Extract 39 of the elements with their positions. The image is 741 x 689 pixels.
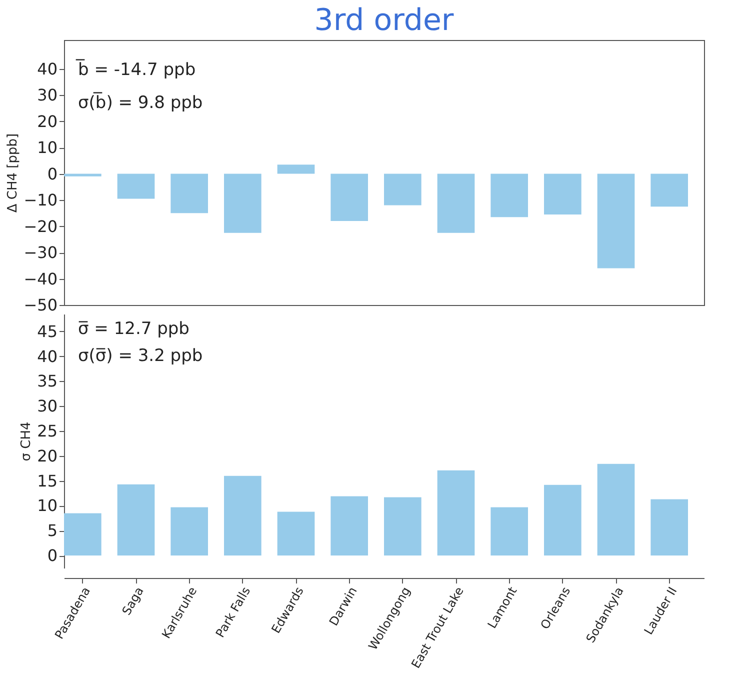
annotation: σ(σ̅) = 3.2 ppb — [78, 346, 203, 366]
y-tick-label: 30 — [37, 396, 58, 416]
bar — [384, 497, 422, 556]
y-axis-title: Δ CH4 [ppb] — [6, 133, 21, 213]
y-tick-label: 0 — [47, 546, 58, 566]
y-tick-label: 35 — [37, 372, 58, 391]
bar — [170, 507, 208, 556]
y-tick-label: 30 — [37, 86, 58, 105]
bar — [437, 470, 475, 556]
y-tick-label: 10 — [37, 138, 58, 158]
bar — [330, 496, 368, 556]
y-tick-label: 20 — [37, 446, 58, 466]
y-tick-label: −30 — [24, 243, 58, 262]
y-tick-label: 25 — [37, 422, 58, 441]
bar — [544, 484, 582, 556]
annotation: b̅ = -14.7 ppb — [76, 58, 196, 80]
bar — [650, 499, 688, 556]
y-tick-label: 20 — [37, 112, 58, 131]
annotation: σ(b̅) = 9.8 ppb — [78, 92, 203, 113]
y-tick-label: −10 — [24, 190, 58, 210]
annotation: σ̅ = 12.7 ppb — [78, 319, 190, 339]
y-tick-label: −40 — [24, 269, 58, 288]
y-tick-label: 40 — [37, 59, 58, 78]
y-tick-label: 15 — [37, 471, 58, 490]
bar — [117, 484, 155, 556]
y-tick-label: 5 — [47, 521, 58, 540]
chart-title: 3rd order — [314, 3, 454, 38]
bar — [277, 512, 315, 556]
bar — [224, 476, 262, 556]
y-tick-label: −50 — [24, 296, 58, 314]
y-tick-label: 10 — [37, 496, 58, 516]
bar — [490, 507, 528, 556]
y-tick-label: 40 — [37, 346, 58, 366]
bar — [597, 464, 635, 556]
y-axis-title: σ CH4 — [19, 422, 34, 462]
y-tick-label: 45 — [37, 322, 58, 341]
y-tick-label: −20 — [24, 216, 58, 236]
bar — [64, 513, 102, 556]
y-tick-label: 0 — [47, 164, 58, 184]
